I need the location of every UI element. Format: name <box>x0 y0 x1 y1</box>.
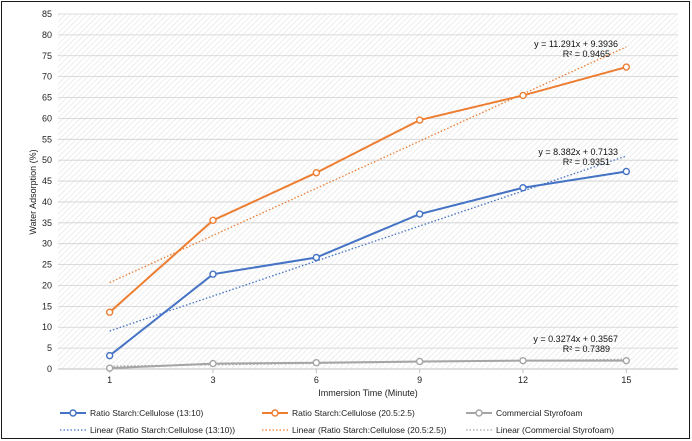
y-tick-label: 25 <box>42 260 52 270</box>
data-point-marker <box>105 364 114 372</box>
legend-series-marker <box>475 409 483 417</box>
y-tick-label: 70 <box>42 72 52 82</box>
gridlines <box>58 13 678 370</box>
series-line <box>109 359 627 370</box>
data-point-marker <box>622 356 631 365</box>
legend-series-label: Ratio Starch:Cellulose (13:10) <box>90 408 204 418</box>
y-tick-label: 60 <box>42 113 52 123</box>
legend: Ratio Starch:Cellulose (13:10) Linear (Ra… <box>60 408 614 435</box>
x-tick-label: 9 <box>417 375 422 385</box>
y-tick-label: 55 <box>42 134 52 144</box>
y-axis-ticks: 0 5 10 15 20 25 30 35 40 45 50 55 60 65 70 75 80 85 <box>42 9 52 374</box>
trendline-r2: R² = 0.9351 <box>563 157 610 167</box>
series-line <box>109 170 627 357</box>
trendline-r2: R² = 0.7389 <box>563 344 610 354</box>
x-axis-ticks: 1 3 6 9 12 15 <box>107 369 631 385</box>
x-axis-title: Immersion Time (Minute) <box>318 388 418 398</box>
y-tick-label: 75 <box>42 51 52 61</box>
legend-trend-label: Linear (Commercial Styrofoam) <box>496 425 614 435</box>
data-point-marker <box>105 351 114 360</box>
x-tick-label: 6 <box>314 375 319 385</box>
legend-series-label: Commercial Styrofoam <box>496 408 582 418</box>
data-point-marker <box>209 270 217 278</box>
x-tick-label: 12 <box>518 375 528 385</box>
y-tick-label: 80 <box>42 30 52 40</box>
y-tick-label: 20 <box>42 280 52 290</box>
legend-series-marker <box>69 409 77 417</box>
y-tick-label: 35 <box>42 218 52 228</box>
y-axis-title: Water Adsorption (%) <box>28 149 38 234</box>
y-tick-label: 5 <box>47 343 52 353</box>
legend-trend-label: Linear (Ratio Starch:Cellulose (20.5:2.5… <box>292 425 447 435</box>
series-line <box>109 66 627 313</box>
data-point-marker <box>312 169 321 177</box>
data-point-marker <box>209 216 217 225</box>
legend-series-marker <box>271 409 279 417</box>
y-tick-label: 65 <box>42 93 52 103</box>
y-tick-label: 10 <box>42 322 52 332</box>
y-tick-label: 45 <box>42 176 52 186</box>
y-tick-label: 40 <box>42 197 52 207</box>
data-point-marker <box>519 91 527 100</box>
trendline-equation: y = 8.382x + 0.7133 <box>538 147 618 157</box>
y-tick-label: 0 <box>47 364 52 374</box>
trendline-equation: y = 11.291x + 9.3936 <box>534 39 618 49</box>
x-tick-label: 1 <box>107 375 112 385</box>
data-point-marker <box>622 167 631 176</box>
data-point-marker <box>415 357 424 366</box>
x-tick-label: 15 <box>621 375 631 385</box>
data-point-marker <box>415 210 424 218</box>
trendline-r2: R² = 0.9465 <box>563 49 610 59</box>
data-point-marker <box>312 253 321 262</box>
data-point-marker <box>415 116 424 124</box>
plot-area <box>58 14 678 369</box>
y-tick-label: 50 <box>42 155 52 165</box>
data-point-marker <box>209 359 217 368</box>
x-tick-label: 3 <box>210 375 215 385</box>
data-point-marker <box>105 308 114 316</box>
y-tick-label: 85 <box>42 9 52 19</box>
trendline <box>109 46 627 284</box>
data-point-marker <box>519 356 527 365</box>
y-tick-label: 30 <box>42 239 52 249</box>
series-markers <box>105 63 631 372</box>
trendline-equation: y = 0.3274x + 0.3567 <box>533 334 618 344</box>
data-point-marker <box>622 63 631 71</box>
series-lines <box>109 66 627 370</box>
data-point-marker <box>519 184 527 192</box>
y-tick-label: 15 <box>42 301 52 311</box>
legend-series-label: Ratio Starch:Cellulose (20.5:2.5) <box>292 408 415 418</box>
data-point-marker <box>312 359 321 367</box>
legend-trend-label: Linear (Ratio Starch:Cellulose (13:10)) <box>90 425 235 435</box>
